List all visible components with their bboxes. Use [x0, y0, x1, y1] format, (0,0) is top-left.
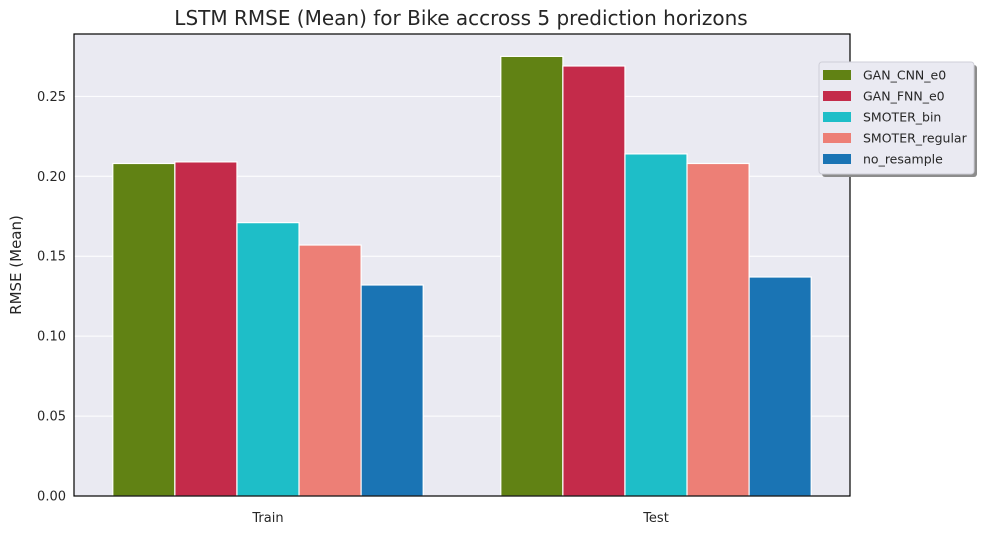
x-axis-ticks: Train Test [251, 511, 668, 526]
y-axis-ticks: 0.00 0.05 0.10 0.15 0.20 0.25 [37, 90, 66, 505]
y-tick-label: 0.15 [37, 250, 66, 265]
legend-label: SMOTER_regular [863, 131, 968, 146]
y-tick-label: 0.05 [37, 410, 66, 425]
bar-SMOTER_bin-Train [236, 222, 300, 497]
y-tick-label: 0.25 [37, 90, 66, 105]
bars [112, 55, 812, 497]
legend-box [818, 61, 975, 175]
bar-no_resample-Test [748, 276, 812, 497]
bar-GAN_FNN_e0-Test [562, 65, 626, 497]
bar-GAN_CNN_e0-Train [112, 162, 176, 497]
chart-title: LSTM RMSE (Mean) for Bike accross 5 pred… [174, 6, 747, 30]
legend-label: no_resample [863, 152, 943, 167]
legend-swatch-SMOTER_regular [823, 133, 851, 143]
legend-label: SMOTER_bin [863, 110, 941, 125]
plot-frame [73, 33, 851, 497]
y-tick-label: 0.20 [37, 170, 66, 185]
bar-SMOTER_regular-Test [686, 162, 750, 497]
legend-swatch-SMOTER_bin [823, 112, 851, 122]
bar-SMOTER_bin-Test [624, 153, 688, 497]
legend-swatch-no_resample [823, 154, 851, 164]
legend-swatch-GAN_CNN_e0 [823, 70, 851, 80]
legend-label: GAN_FNN_e0 [863, 89, 945, 104]
bar-GAN_FNN_e0-Train [174, 161, 238, 497]
bar-GAN_CNN_e0-Test [500, 55, 564, 497]
y-tick-label: 0.00 [37, 490, 66, 505]
x-tick-label: Train [251, 511, 283, 526]
legend-label: GAN_CNN_e0 [863, 68, 946, 83]
x-tick-label: Test [642, 511, 669, 526]
bar-SMOTER_regular-Train [298, 244, 362, 497]
legend: GAN_CNN_e0 GAN_FNN_e0 SMOTER_bin SMOTER_reg… [818, 61, 977, 177]
legend-swatch-GAN_FNN_e0 [823, 91, 851, 101]
bar-no_resample-Train [360, 284, 424, 497]
y-axis-label: RMSE (Mean) [7, 215, 25, 315]
y-tick-label: 0.10 [37, 330, 66, 345]
